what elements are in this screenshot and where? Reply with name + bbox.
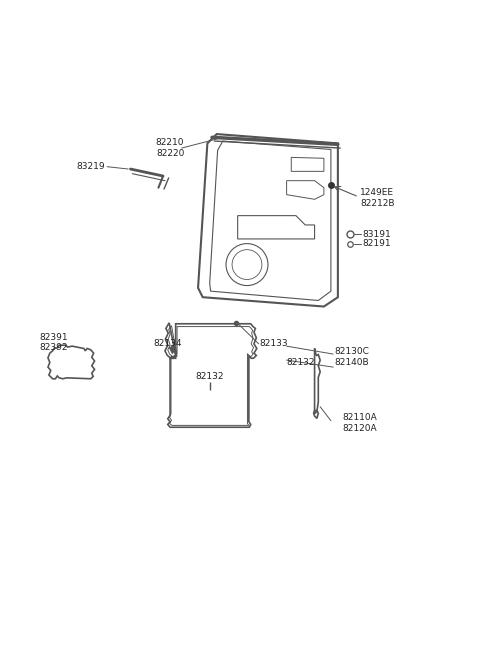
Text: 83219: 83219 (76, 162, 105, 171)
Text: 82133: 82133 (260, 339, 288, 348)
Text: 82210
82220: 82210 82220 (156, 138, 184, 158)
Text: 82134: 82134 (154, 339, 182, 348)
Text: 1249EE
82212B: 1249EE 82212B (360, 188, 395, 208)
Text: 83191: 83191 (362, 230, 391, 239)
Text: 82132: 82132 (287, 358, 315, 367)
Text: 82132: 82132 (195, 372, 224, 381)
Text: 82110A
82120A: 82110A 82120A (343, 413, 377, 433)
Text: 82191: 82191 (362, 239, 391, 248)
Text: 82130C
82140B: 82130C 82140B (334, 347, 369, 367)
Text: 82391
82392: 82391 82392 (39, 333, 68, 352)
